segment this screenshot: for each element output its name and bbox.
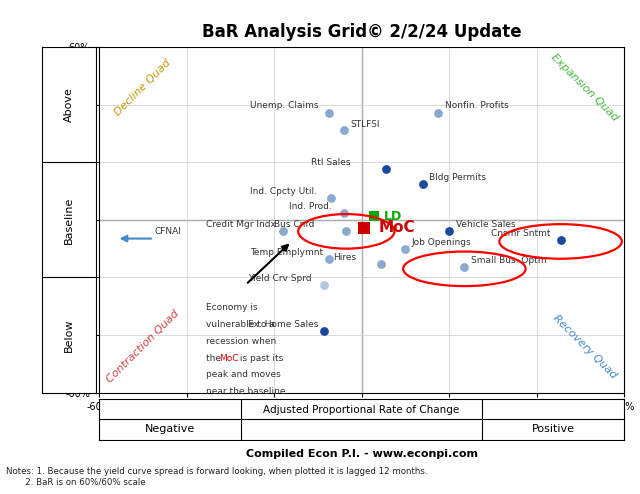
Point: [341, 227, 351, 235]
Text: Ind. Cpcty Util.: Ind. Cpcty Util.: [250, 187, 317, 196]
Point: [460, 263, 470, 271]
Text: Ex. Home Sales: Ex. Home Sales: [248, 320, 318, 329]
Text: Above: Above: [64, 87, 74, 122]
Text: Bldg Permits: Bldg Permits: [429, 173, 486, 182]
Point: [278, 227, 288, 235]
Text: Economy is: Economy is: [206, 303, 258, 312]
Text: Small Bus. Optm: Small Bus. Optm: [471, 256, 547, 265]
Text: CFNAI: CFNAI: [155, 227, 182, 236]
Text: near the baseline.: near the baseline.: [206, 387, 289, 396]
Point: [324, 255, 334, 263]
Point: [339, 126, 349, 134]
Text: Job Openings: Job Openings: [412, 238, 472, 247]
Point: [339, 208, 349, 216]
Text: Hires: Hires: [333, 253, 356, 262]
Text: Adjusted Proportional Rate of Change: Adjusted Proportional Rate of Change: [264, 406, 460, 415]
Text: Unemp. Claims: Unemp. Claims: [250, 101, 319, 110]
Point: [319, 327, 330, 335]
Text: LD: LD: [385, 209, 403, 223]
Point: [433, 109, 444, 117]
Text: Contraction Quad: Contraction Quad: [105, 308, 181, 385]
Point: [326, 194, 336, 202]
Text: Positive: Positive: [532, 424, 575, 434]
Text: MoC: MoC: [220, 354, 239, 363]
Point: [324, 109, 334, 117]
Text: STLFSI: STLFSI: [351, 120, 380, 129]
Text: Credit Mgr Indx: Credit Mgr Indx: [206, 220, 276, 229]
Text: the: the: [206, 354, 224, 363]
Text: MoC: MoC: [378, 220, 415, 236]
Point: [376, 260, 387, 268]
Point: [556, 236, 566, 244]
Point: [358, 224, 369, 232]
Text: Rtl Sales: Rtl Sales: [311, 158, 351, 166]
Text: peak and moves: peak and moves: [206, 370, 281, 379]
Point: [418, 180, 428, 188]
Text: Ind. Prod.: Ind. Prod.: [289, 202, 332, 210]
Text: Decline Quad: Decline Quad: [113, 57, 173, 118]
Text: Compiled Econ P.I. - www.econpi.com: Compiled Econ P.I. - www.econpi.com: [246, 449, 477, 458]
Point: [369, 212, 379, 220]
Text: Below: Below: [64, 318, 74, 352]
Text: vulnerable to a: vulnerable to a: [206, 320, 275, 329]
Point: [381, 165, 391, 173]
Text: Bus Cnfd: Bus Cnfd: [274, 220, 314, 229]
Text: Negative: Negative: [145, 424, 195, 434]
Text: recession when: recession when: [206, 337, 276, 346]
Text: Cnsmr Sntmt: Cnsmr Sntmt: [491, 229, 550, 238]
Text: Notes: 1. Because the yield curve spread is forward looking, when plotted it is : Notes: 1. Because the yield curve spread…: [6, 467, 428, 476]
Title: BaR Analysis Grid© 2/2/24 Update: BaR Analysis Grid© 2/2/24 Update: [202, 23, 522, 41]
Text: Recovery Quad: Recovery Quad: [551, 313, 618, 380]
Point: [444, 227, 454, 235]
Text: Nonfin. Profits: Nonfin. Profits: [445, 101, 508, 110]
Text: Baseline: Baseline: [64, 196, 74, 244]
Text: Temp Emplymnt: Temp Emplymnt: [250, 247, 323, 257]
Text: Expansion Quad: Expansion Quad: [549, 52, 620, 123]
Text: 2. BaR is on 60%/60% scale: 2. BaR is on 60%/60% scale: [6, 478, 146, 487]
Text: Yield Crv Sprd: Yield Crv Sprd: [248, 274, 312, 283]
Point: [400, 245, 410, 252]
Point: [319, 281, 330, 288]
Text: Vehicle Sales: Vehicle Sales: [456, 220, 515, 229]
Text: is past its: is past its: [237, 354, 284, 363]
